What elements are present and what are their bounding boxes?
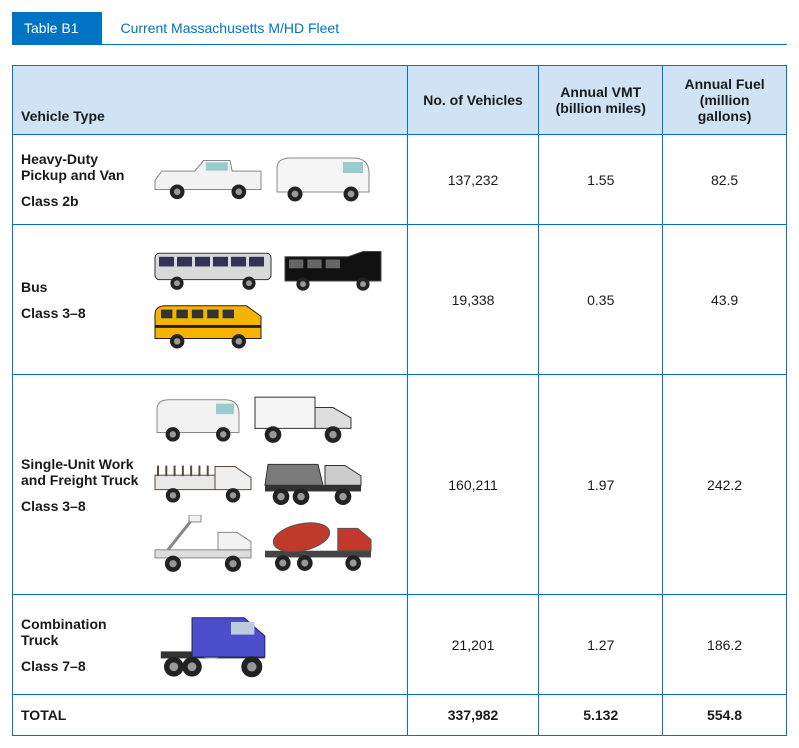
stake-truck-icon [153, 456, 253, 507]
coach-bus-icon [153, 248, 273, 295]
box-truck-icon [253, 393, 353, 448]
table-total-row: TOTAL 337,982 5.132 554.8 [13, 695, 787, 736]
shuttle-bus-icon [283, 248, 383, 295]
total-label: TOTAL [13, 695, 408, 736]
vehicle-icon-group [153, 153, 399, 206]
table-row: Single-Unit Work and Freight Truck Class… [13, 375, 787, 595]
cell-annual-fuel: 242.2 [663, 375, 787, 595]
cell-num-vehicles: 137,232 [407, 135, 539, 225]
vehicle-class-label: Class 3–8 [21, 305, 141, 321]
pickup-icon [153, 155, 263, 204]
cement-mixer-icon [263, 516, 373, 575]
van-icon [273, 153, 373, 206]
cell-annual-vmt: 1.55 [539, 135, 663, 225]
cell-vehicle-type: Heavy-Duty Pickup and Van Class 2b [13, 135, 408, 225]
table-row: Combination Truck Class 7–8 21,201 1.27 … [13, 595, 787, 695]
cell-annual-vmt: 1.97 [539, 375, 663, 595]
cell-num-vehicles: 160,211 [407, 375, 539, 595]
table-header-row: Vehicle Type No. of Vehicles Annual VMT … [13, 66, 787, 135]
col-header-annual-fuel: Annual Fuel (million gallons) [663, 66, 787, 135]
cell-annual-fuel: 43.9 [663, 225, 787, 375]
cell-vehicle-type: Bus Class 3–8 [13, 225, 408, 375]
cell-annual-fuel: 82.5 [663, 135, 787, 225]
vehicle-type-name: Heavy-Duty Pickup and Van [21, 151, 141, 183]
col-header-vehicle-type: Vehicle Type [13, 66, 408, 135]
vehicle-class-label: Class 7–8 [21, 658, 141, 674]
table-row: Heavy-Duty Pickup and Van Class 2b 137,2… [13, 135, 787, 225]
cell-num-vehicles: 19,338 [407, 225, 539, 375]
table-id-tab: Table B1 [12, 12, 102, 44]
vehicle-icon-group [153, 608, 399, 681]
table-title: Current Massachusetts M/HD Fleet [102, 12, 339, 44]
cell-annual-vmt: 0.35 [539, 225, 663, 375]
cargo-van-icon [153, 395, 243, 446]
col-header-annual-vmt: Annual VMT (billion miles) [539, 66, 663, 135]
semi-tractor-icon [153, 608, 283, 681]
vehicle-icon-group [153, 393, 399, 576]
total-fuel: 554.8 [663, 695, 787, 736]
total-vmt: 5.132 [539, 695, 663, 736]
school-bus-icon [153, 301, 263, 352]
vehicle-type-name: Bus [21, 279, 141, 295]
cell-vehicle-type: Single-Unit Work and Freight Truck Class… [13, 375, 408, 595]
cell-num-vehicles: 21,201 [407, 595, 539, 695]
total-vehicles: 337,982 [407, 695, 539, 736]
fleet-table: Vehicle Type No. of Vehicles Annual VMT … [12, 65, 787, 736]
table-header-bar: Table B1 Current Massachusetts M/HD Flee… [12, 12, 787, 45]
vehicle-icon-group [153, 248, 399, 352]
cell-vehicle-type: Combination Truck Class 7–8 [13, 595, 408, 695]
vehicle-class-label: Class 2b [21, 193, 141, 209]
cell-annual-vmt: 1.27 [539, 595, 663, 695]
vehicle-class-label: Class 3–8 [21, 498, 141, 514]
table-row: Bus Class 3–8 19,338 0.35 43.9 [13, 225, 787, 375]
vehicle-type-name: Single-Unit Work and Freight Truck [21, 456, 141, 488]
bucket-truck-icon [153, 515, 253, 576]
col-header-num-vehicles: No. of Vehicles [407, 66, 539, 135]
dump-truck-icon [263, 454, 363, 509]
cell-annual-fuel: 186.2 [663, 595, 787, 695]
vehicle-type-name: Combination Truck [21, 616, 141, 648]
